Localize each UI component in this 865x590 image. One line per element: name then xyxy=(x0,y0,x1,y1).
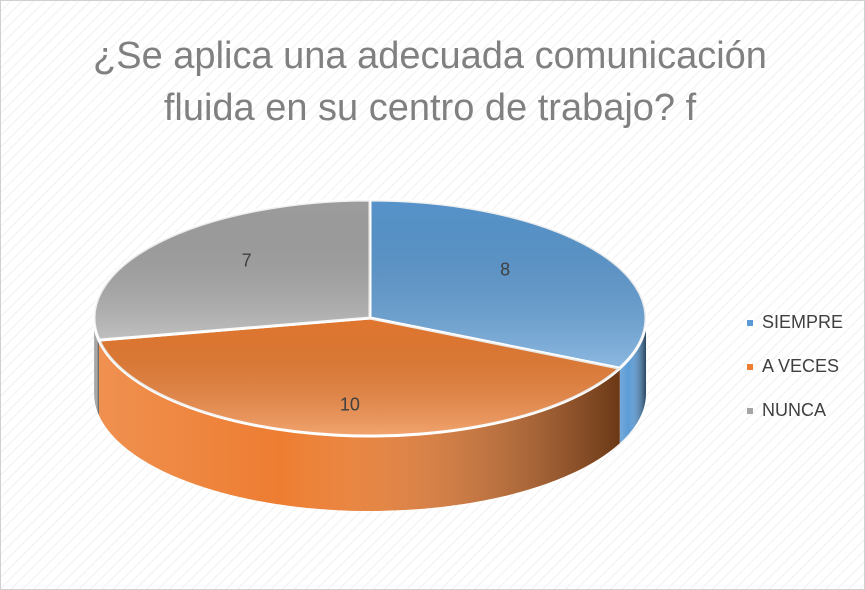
legend-label: SIEMPRE xyxy=(762,312,843,332)
legend-label: NUNCA xyxy=(762,400,826,420)
legend-label: A VECES xyxy=(762,356,839,376)
data-label: 8 xyxy=(500,259,510,279)
legend-marker xyxy=(747,364,753,370)
data-label: 7 xyxy=(242,250,252,270)
chart-title: ¿Se aplica una adecuada comunicación flu… xyxy=(93,35,767,129)
legend-marker xyxy=(747,408,753,414)
legend-marker xyxy=(747,320,753,326)
legend: SIEMPRE A VECES NUNCA xyxy=(747,312,843,420)
slice-side-shade xyxy=(619,318,646,444)
slice-side-shade xyxy=(94,318,99,416)
slice-shade xyxy=(370,200,646,369)
slice-side-shade xyxy=(98,340,620,511)
slice-shade xyxy=(93,200,370,341)
slice-shade xyxy=(98,318,620,436)
pie: 8 10 7 xyxy=(92,198,648,511)
data-label: 10 xyxy=(340,395,360,415)
